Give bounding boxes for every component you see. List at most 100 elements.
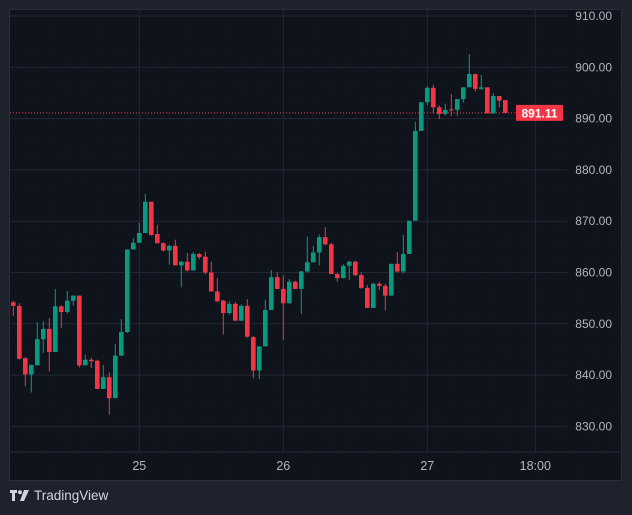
candle-body [311, 252, 316, 263]
candle-body [449, 109, 454, 111]
candle-up [455, 99, 460, 117]
candle-up [167, 244, 172, 265]
candle-body [317, 237, 322, 253]
candle-down [293, 280, 298, 289]
candle-up [425, 86, 430, 106]
candle-body [47, 328, 52, 353]
candle-body [419, 102, 424, 131]
candle-up [305, 236, 310, 273]
candle-body [251, 337, 256, 371]
candle-body [437, 107, 442, 114]
candle-body [185, 261, 190, 271]
candle-body [443, 109, 448, 114]
candle-down [155, 224, 160, 244]
candle-up [479, 74, 484, 90]
candle-body [59, 306, 64, 313]
candle-body [281, 288, 286, 304]
candle-up [287, 279, 292, 304]
candle-body [71, 295, 76, 301]
candle-down [221, 299, 226, 335]
candle-body [497, 96, 502, 101]
candle-body [347, 261, 352, 266]
time-axis[interactable]: 25 26 27 18:00 [132, 459, 551, 473]
candle-body [323, 237, 328, 245]
candle-body [41, 328, 46, 340]
candle-body [125, 249, 130, 333]
candle-up [491, 92, 496, 114]
candle-up [461, 87, 466, 103]
price-tick-label: 840.00 [575, 368, 612, 382]
candle-body [17, 305, 22, 359]
candle-up [125, 249, 130, 334]
candles [11, 53, 508, 415]
candle-body [329, 244, 334, 275]
candle-body [113, 355, 118, 399]
candle-body [395, 263, 400, 272]
candle-up [119, 319, 124, 356]
candle-body [161, 243, 166, 251]
candle-body [203, 256, 208, 273]
candle-body [359, 275, 364, 288]
candle-body [101, 377, 106, 389]
candle-down [503, 100, 508, 113]
candle-down [197, 253, 202, 260]
candle-down [449, 93, 454, 117]
candle-up [401, 235, 406, 274]
grid [10, 10, 567, 452]
candle-body [401, 254, 406, 272]
chart-panel[interactable] [9, 9, 622, 481]
candle-up [299, 270, 304, 315]
candle-up [113, 343, 118, 399]
candle-body [107, 377, 112, 399]
candle-up [263, 299, 268, 347]
candle-down [383, 283, 388, 311]
brand-name: TradingView [34, 488, 109, 503]
candle-down [323, 227, 328, 246]
candle-down [353, 260, 358, 277]
candle-up [29, 364, 34, 393]
last-price-badge-bg [516, 104, 563, 121]
candle-down [173, 239, 178, 266]
tradingview-logo[interactable]: TradingView [10, 488, 108, 503]
candle-up [143, 194, 148, 233]
candle-body [137, 232, 142, 243]
candle-down [497, 96, 502, 108]
candle-up [311, 245, 316, 263]
candle-body [269, 277, 274, 310]
candle-body [383, 285, 388, 296]
candle-down [203, 251, 208, 275]
candle-down [437, 105, 442, 120]
candle-body [239, 305, 244, 321]
candle-up [269, 269, 274, 310]
candle-body [221, 300, 226, 314]
candle-up [419, 102, 424, 131]
candle-up [371, 282, 376, 308]
last-price-badge: 891.11 [516, 104, 563, 121]
candle-up [413, 121, 418, 221]
candle-down [209, 261, 214, 292]
candle-body [257, 346, 262, 371]
candle-down [59, 305, 64, 328]
candle-down [11, 300, 16, 317]
candle-up [131, 238, 136, 250]
candle-body [467, 73, 472, 88]
candle-up [407, 220, 412, 255]
candle-down [329, 242, 334, 275]
candle-body [131, 242, 136, 250]
candle-body [83, 359, 88, 366]
candle-up [227, 301, 232, 315]
candle-up [35, 322, 40, 366]
candle-body [155, 234, 160, 244]
candle-body [491, 96, 496, 114]
candle-body [341, 265, 346, 279]
candle-down [251, 336, 256, 379]
candle-up [239, 304, 244, 321]
candle-up [317, 234, 322, 266]
candle-body [23, 358, 28, 375]
candle-up [257, 346, 262, 380]
price-tick-label: 900.00 [575, 60, 612, 74]
candle-body [377, 283, 382, 286]
candle-up [71, 295, 76, 306]
price-axis[interactable]: 910.00 900.00 890.00 880.00 870.00 860.00 850.… [575, 9, 612, 433]
